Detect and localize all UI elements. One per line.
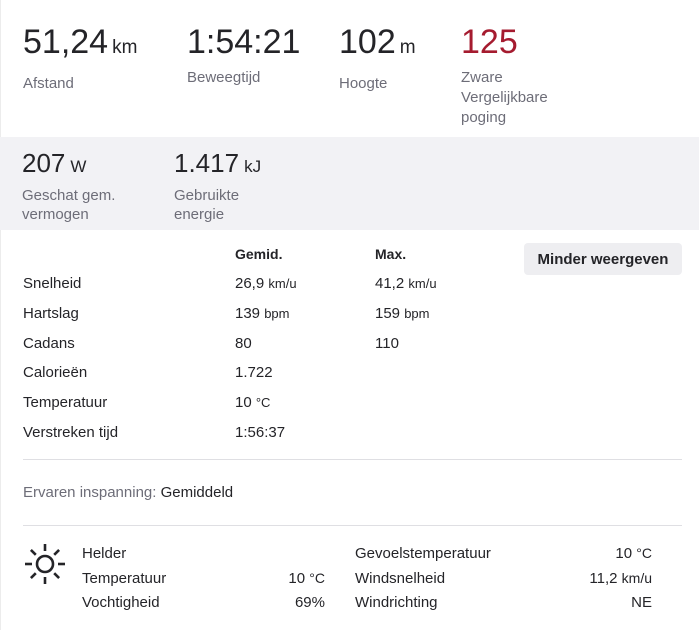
weather-humidity-label: Vochtigheid xyxy=(82,594,160,611)
distance-value: 51,24 km xyxy=(23,23,138,61)
row-label-speed: Snelheid xyxy=(23,275,82,292)
wind-direction-value: NE xyxy=(631,594,652,611)
calories-avg: 1.722 xyxy=(235,364,273,381)
energy-label: Gebruikte energie xyxy=(174,187,240,223)
wind-speed-value: 11,2 km/u xyxy=(589,570,652,587)
divider xyxy=(23,525,682,526)
energy-stat: 1.417 kJ Gebruikte energie xyxy=(174,148,261,224)
row-label-cadence: Cadans xyxy=(23,335,75,352)
elapsed-time-avg: 1:56:37 xyxy=(235,424,286,441)
speed-avg: 26,9 km/u xyxy=(235,275,297,292)
distance-stat: 51,24 km Afstand xyxy=(23,22,137,94)
relative-effort-label: Zware Vergelijkbare poging xyxy=(461,69,548,126)
power-stat: 207 W Geschat gem. vermogen xyxy=(22,148,115,224)
power-unit: W xyxy=(70,157,87,176)
sun-icon xyxy=(25,544,65,584)
max-column-header: Max. xyxy=(375,246,407,262)
elevation-stat: 102 m Hoogte xyxy=(339,22,416,94)
perceived-exertion: Ervaren inspanning: Gemiddeld xyxy=(23,484,234,501)
activity-details: Gemid. Max. Minder weergeven Snelheid 26… xyxy=(0,230,699,630)
cadence-max: 110 xyxy=(375,335,399,352)
wind-speed-label: Windsnelheid xyxy=(355,570,446,587)
energy-unit: kJ xyxy=(244,157,262,176)
show-less-button[interactable]: Minder weergeven xyxy=(524,243,682,275)
relative-effort-stat[interactable]: 125 Zware Vergelijkbare poging xyxy=(461,22,548,128)
feels-like-label: Gevoelstemperatuur xyxy=(355,545,491,562)
moving-time-stat: 1:54:21 Beweegtijd xyxy=(187,22,300,88)
row-label-elapsed-time: Verstreken tijd xyxy=(23,424,119,441)
perceived-exertion-value: Gemiddeld xyxy=(160,484,234,501)
distance-unit: km xyxy=(112,37,138,58)
power-label: Geschat gem. vermogen xyxy=(22,187,116,223)
elevation-label: Hoogte xyxy=(339,75,388,92)
weather-temperature-label: Temperatuur xyxy=(82,570,167,587)
power-energy-band: 207 W Geschat gem. vermogen 1.417 kJ Gebru… xyxy=(0,137,699,230)
feels-like-value: 10 °C xyxy=(615,545,652,562)
row-label-temperature: Temperatuur xyxy=(23,394,108,411)
moving-time-label: Beweegtijd xyxy=(187,69,261,86)
row-label-heart-rate: Hartslag xyxy=(23,305,79,322)
temperature-avg: 10 °C xyxy=(235,394,271,411)
power-value: 207 W xyxy=(22,148,87,178)
divider xyxy=(23,459,682,460)
speed-max: 41,2 km/u xyxy=(375,275,437,292)
heart-rate-max: 159 bpm xyxy=(375,305,430,322)
avg-column-header: Gemid. xyxy=(235,246,283,262)
elevation-unit: m xyxy=(399,37,416,58)
summary-stats: 51,24 km Afstand 1:54:21 Beweegtijd 102 m … xyxy=(0,0,699,137)
wind-direction-label: Windrichting xyxy=(355,594,438,611)
moving-time-value: 1:54:21 xyxy=(187,23,301,61)
weather-condition: Helder xyxy=(82,545,127,562)
relative-effort-value: 125 xyxy=(461,23,518,61)
elevation-value: 102 m xyxy=(339,23,416,61)
energy-value: 1.417 kJ xyxy=(174,148,262,178)
weather-humidity-value: 69% xyxy=(294,594,325,611)
heart-rate-avg: 139 bpm xyxy=(235,305,290,322)
row-label-calories: Calorieën xyxy=(23,364,88,381)
distance-label: Afstand xyxy=(23,75,74,92)
cadence-avg: 80 xyxy=(235,335,252,352)
weather-temperature-value: 10 °C xyxy=(288,570,325,587)
